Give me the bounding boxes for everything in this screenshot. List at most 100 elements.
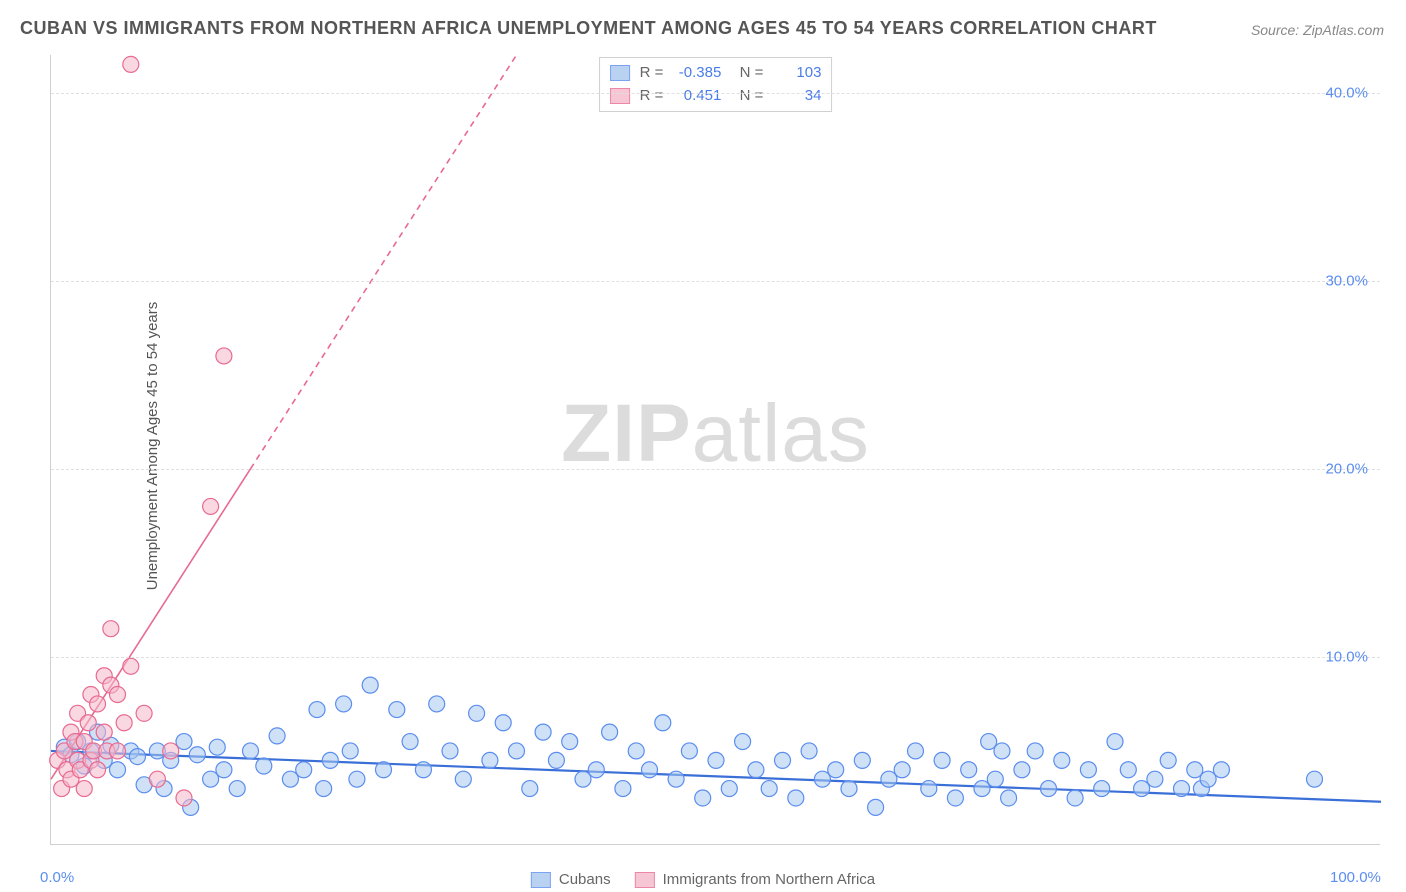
data-point bbox=[1014, 762, 1030, 778]
stat-n-label: N = bbox=[731, 85, 763, 108]
data-point bbox=[163, 743, 179, 759]
data-point bbox=[602, 724, 618, 740]
data-point bbox=[110, 762, 126, 778]
data-point bbox=[788, 790, 804, 806]
legend-swatch bbox=[610, 88, 630, 104]
gridline bbox=[51, 281, 1380, 282]
data-point bbox=[103, 621, 119, 637]
data-point bbox=[535, 724, 551, 740]
data-point bbox=[947, 790, 963, 806]
data-point bbox=[209, 739, 225, 755]
data-point bbox=[934, 752, 950, 768]
stat-r-value: 0.451 bbox=[673, 85, 721, 108]
data-point bbox=[994, 743, 1010, 759]
data-point bbox=[655, 715, 671, 731]
y-tick-label: 40.0% bbox=[1325, 84, 1368, 101]
data-point bbox=[80, 715, 96, 731]
data-point bbox=[921, 781, 937, 797]
legend-item: Immigrants from Northern Africa bbox=[635, 871, 876, 888]
data-point bbox=[296, 762, 312, 778]
x-tick-label: 0.0% bbox=[40, 869, 74, 886]
trend-line-dashed bbox=[251, 55, 517, 469]
data-point bbox=[90, 696, 106, 712]
data-point bbox=[828, 762, 844, 778]
data-point bbox=[628, 743, 644, 759]
legend-item: Cubans bbox=[531, 871, 611, 888]
data-point bbox=[735, 734, 751, 750]
data-point bbox=[748, 762, 764, 778]
data-point bbox=[775, 752, 791, 768]
data-point bbox=[110, 743, 126, 759]
data-point bbox=[509, 743, 525, 759]
data-point bbox=[562, 734, 578, 750]
gridline bbox=[51, 469, 1380, 470]
chart-svg bbox=[51, 55, 1380, 844]
data-point bbox=[1307, 771, 1323, 787]
data-point bbox=[854, 752, 870, 768]
stat-n-label: N = bbox=[731, 62, 763, 85]
legend-label: Immigrants from Northern Africa bbox=[663, 871, 876, 888]
legend-swatch bbox=[531, 872, 551, 888]
data-point bbox=[868, 799, 884, 815]
data-point bbox=[136, 705, 152, 721]
legend-swatch bbox=[610, 65, 630, 81]
data-point bbox=[376, 762, 392, 778]
data-point bbox=[708, 752, 724, 768]
stats-legend: R = -0.385 N = 103R = 0.451 N = 34 bbox=[599, 57, 833, 112]
series-legend: Cubans Immigrants from Northern Africa bbox=[531, 871, 875, 888]
data-point bbox=[1080, 762, 1096, 778]
data-point bbox=[961, 762, 977, 778]
data-point bbox=[987, 771, 1003, 787]
data-point bbox=[1094, 781, 1110, 797]
data-point bbox=[349, 771, 365, 787]
data-point bbox=[216, 348, 232, 364]
data-point bbox=[761, 781, 777, 797]
plot-area: ZIPatlas R = -0.385 N = 103R = 0.451 N =… bbox=[50, 55, 1380, 845]
data-point bbox=[615, 781, 631, 797]
data-point bbox=[415, 762, 431, 778]
data-point bbox=[469, 705, 485, 721]
data-point bbox=[894, 762, 910, 778]
stat-r-label: R = bbox=[640, 62, 664, 85]
data-point bbox=[309, 702, 325, 718]
data-point bbox=[96, 724, 112, 740]
data-point bbox=[129, 749, 145, 765]
data-point bbox=[429, 696, 445, 712]
legend-swatch bbox=[635, 872, 655, 888]
data-point bbox=[216, 762, 232, 778]
data-point bbox=[116, 715, 132, 731]
data-point bbox=[389, 702, 405, 718]
data-point bbox=[203, 498, 219, 514]
data-point bbox=[801, 743, 817, 759]
data-point bbox=[1147, 771, 1163, 787]
data-point bbox=[482, 752, 498, 768]
data-point bbox=[908, 743, 924, 759]
stat-n-value: 103 bbox=[773, 62, 821, 85]
stat-r-label: R = bbox=[640, 85, 664, 108]
data-point bbox=[642, 762, 658, 778]
gridline bbox=[51, 93, 1380, 94]
stats-row: R = -0.385 N = 103 bbox=[610, 62, 822, 85]
y-tick-label: 20.0% bbox=[1325, 460, 1368, 477]
data-point bbox=[522, 781, 538, 797]
data-point bbox=[269, 728, 285, 744]
data-point bbox=[322, 752, 338, 768]
data-point bbox=[110, 687, 126, 703]
data-point bbox=[442, 743, 458, 759]
data-point bbox=[362, 677, 378, 693]
data-point bbox=[548, 752, 564, 768]
data-point bbox=[76, 781, 92, 797]
stat-n-value: 34 bbox=[773, 85, 821, 108]
data-point bbox=[1107, 734, 1123, 750]
y-tick-label: 30.0% bbox=[1325, 272, 1368, 289]
data-point bbox=[681, 743, 697, 759]
data-point bbox=[1120, 762, 1136, 778]
data-point bbox=[336, 696, 352, 712]
data-point bbox=[229, 781, 245, 797]
data-point bbox=[1054, 752, 1070, 768]
data-point bbox=[149, 771, 165, 787]
data-point bbox=[123, 56, 139, 72]
data-point bbox=[123, 658, 139, 674]
data-point bbox=[316, 781, 332, 797]
data-point bbox=[1174, 781, 1190, 797]
